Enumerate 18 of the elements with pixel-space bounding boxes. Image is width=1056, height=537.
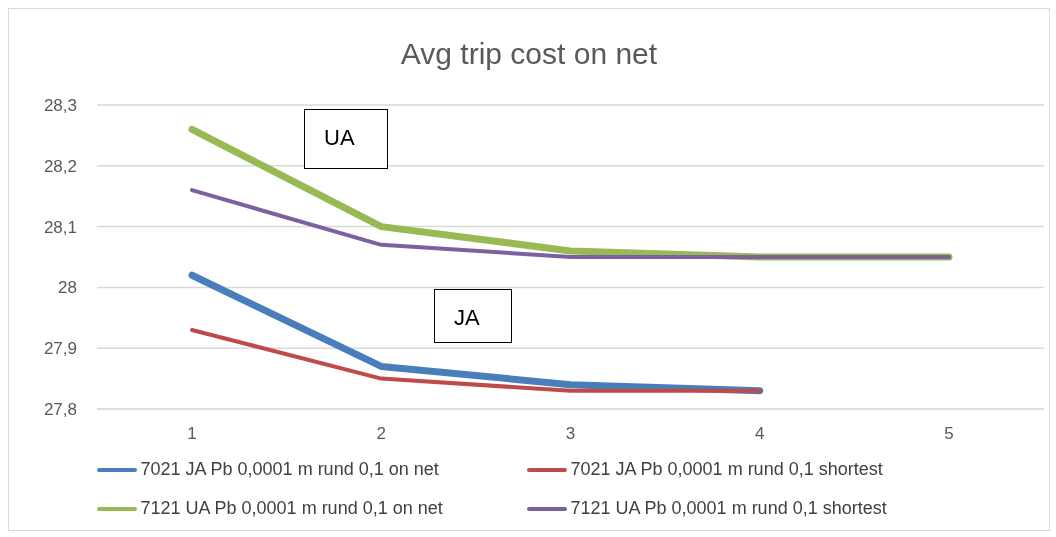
y-tick-label: 28 <box>58 278 77 298</box>
annotation: JA <box>454 305 480 331</box>
legend-label: 7121 UA Pb 0,0001 m rund 0,1 on net <box>140 498 443 519</box>
y-tick-label: 27,9 <box>43 339 77 359</box>
x-tick-label: 4 <box>755 424 765 444</box>
y-tick-label: 28,3 <box>43 96 77 116</box>
annotation: UA <box>324 125 355 151</box>
legend-label: 7021 JA Pb 0,0001 m rund 0,1 on net <box>140 459 439 480</box>
y-tick-label: 28,1 <box>43 217 77 237</box>
legend-label: 7021 JA Pb 0,0001 m rund 0,1 shortest <box>570 459 883 480</box>
chart-title: Avg trip cost on net <box>399 37 659 71</box>
x-tick-label: 5 <box>944 424 954 444</box>
x-tick-label: 2 <box>376 424 386 444</box>
y-tick-label: 28,2 <box>43 156 77 176</box>
legend-label: 7121 UA Pb 0,0001 m rund 0,1 shortest <box>570 498 887 519</box>
y-tick-label: 27,8 <box>43 400 77 420</box>
x-tick-label: 1 <box>187 424 197 444</box>
x-tick-label: 3 <box>565 424 576 444</box>
